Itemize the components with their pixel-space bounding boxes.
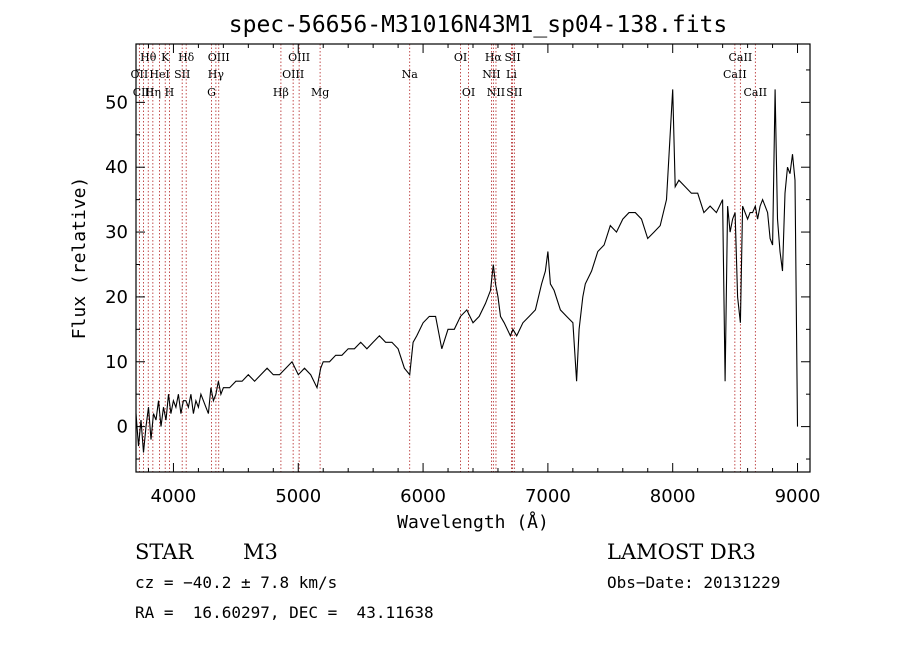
x-axis-ticks: 4000 5000 6000 7000 8000 9000 [147,44,821,507]
line-label: Li [506,68,517,81]
line-label: Hη [145,86,161,99]
spectral-line-markers [138,44,756,472]
y-tick-label: 50 [105,92,128,113]
line-label: NII [487,86,505,99]
x-tick-label: 8000 [650,486,696,507]
chart-title: spec-56656-M31016N43M1_sp04-138.fits [229,12,728,38]
line-label: SII [504,51,520,64]
line-label: CaII [723,68,747,81]
x-tick-label: 9000 [775,486,821,507]
y-tick-label: 40 [105,157,128,178]
line-label: SII [174,68,190,81]
line-label: H [165,86,175,99]
y-axis-label: Flux (relative) [69,177,90,340]
y-tick-label: 20 [105,287,128,308]
line-label: K [161,51,170,64]
survey-name: LAMOST DR3 [607,540,756,564]
line-label: CaII [729,51,753,64]
line-label: G [207,86,216,99]
object-class: STAR [135,540,194,564]
line-label: Hδ [178,51,195,64]
x-tick-label: 5000 [275,486,321,507]
y-tick-label: 30 [105,222,128,243]
line-label: Hα [485,51,503,64]
line-label: Hγ [208,68,225,81]
line-label: OIII [282,68,304,81]
line-label: OI [462,86,475,99]
line-label: CaII [743,86,767,99]
x-axis-label: Wavelength (Å) [397,511,549,533]
line-label: CIII [133,86,154,99]
spectrum-line [135,89,799,453]
x-tick-label: 7000 [525,486,571,507]
line-label: OIII [288,51,310,64]
x-tick-label: 6000 [400,486,446,507]
x-tick-label: 4000 [151,486,197,507]
y-axis-ticks: 0 10 20 30 40 50 [105,69,810,460]
line-label: SII [506,86,522,99]
line-label: NII [482,68,500,81]
line-label: Hβ [273,86,289,99]
line-label: HeI [149,68,169,81]
line-label: OII [131,68,149,81]
line-label: OI [454,51,467,64]
y-tick-label: 10 [105,352,128,373]
y-tick-label: 0 [117,417,128,438]
object-subclass: M3 [243,540,278,564]
line-label: Hθ [140,51,157,64]
line-label: Na [402,68,419,81]
coordinates: RA = 16.60297, DEC = 43.11638 [135,603,434,622]
line-label: Mg [311,86,329,99]
line-label: OIII [208,51,230,64]
observation-date: Obs−Date: 20131229 [607,573,781,592]
plot-frame [135,43,811,473]
redshift-velocity: cz = −40.2 ± 7.8 km/s [135,573,338,592]
